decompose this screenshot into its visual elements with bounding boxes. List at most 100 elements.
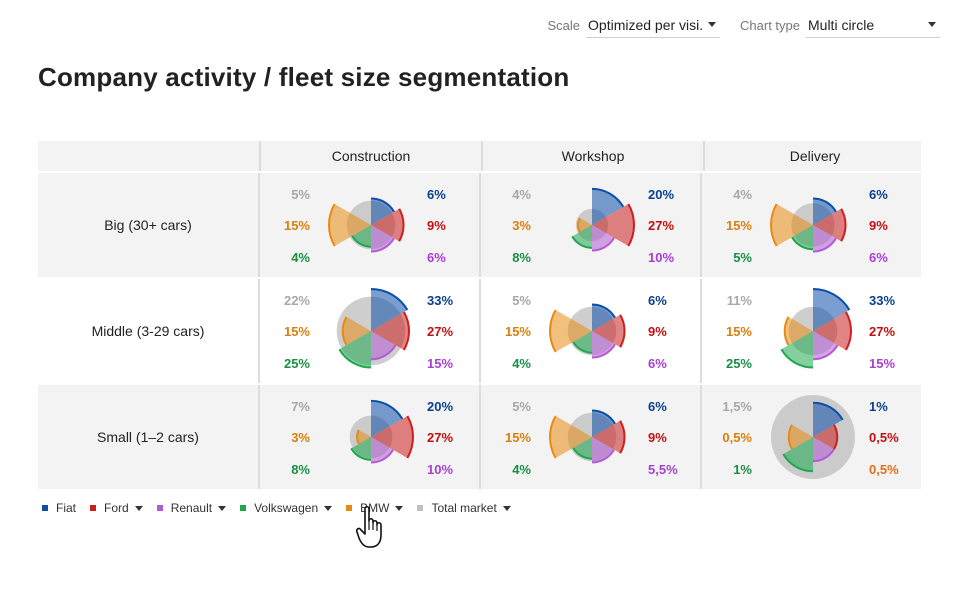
value-label-fiat: 33% — [869, 293, 896, 308]
fiat-sector-edge — [812, 401, 844, 421]
bmw-sector[interactable] — [329, 204, 371, 246]
chevron-down-icon[interactable] — [502, 505, 511, 511]
chart-cell: 11% 33% 15% 27% 25% 15% — [700, 279, 921, 383]
volkswagen-sector-edge — [338, 348, 372, 369]
value-label-total-market: 5% — [291, 187, 310, 202]
renault-sector-edge — [591, 449, 615, 464]
chart-type-control: Chart type Multi circle — [740, 12, 940, 38]
bmw-sector-edge — [328, 203, 336, 247]
bmw-sector-edge — [356, 429, 360, 445]
ford-sector[interactable] — [813, 424, 838, 450]
chevron-down-icon[interactable] — [324, 505, 333, 511]
legend-label: Fiat — [56, 501, 77, 515]
chevron-down-icon[interactable] — [134, 505, 143, 511]
ford-sector[interactable] — [813, 312, 851, 350]
ford-sector[interactable] — [592, 204, 634, 246]
fiat-sector-edge — [812, 197, 837, 213]
value-label-renault: 10% — [427, 462, 454, 477]
chart-cell: 4% 6% 15% 9% 5% 6% — [700, 173, 921, 277]
value-label-fiat: 6% — [427, 187, 446, 202]
bmw-sector-edge — [577, 217, 581, 233]
renault-sector-edge — [812, 237, 837, 253]
chart-cell: 7% 20% 3% 27% 8% 10% — [258, 385, 479, 489]
legend-item-volkswagen[interactable]: Volkswagen — [240, 501, 333, 515]
ford-sector-edge — [406, 415, 414, 459]
volkswagen-sector-edge — [572, 447, 593, 460]
volkswagen-sector-edge — [791, 236, 814, 251]
chevron-down-icon[interactable] — [395, 505, 404, 511]
bmw-sector[interactable] — [550, 310, 592, 352]
renault-sector-edge — [370, 237, 395, 253]
legend-item-ford[interactable]: Ford — [90, 501, 143, 515]
bmw-sector[interactable] — [357, 430, 371, 444]
chart-type-select[interactable]: Multi circle — [806, 12, 940, 38]
scale-select-value: Optimized per visi... — [588, 16, 703, 33]
renault-sector-edge — [591, 343, 616, 359]
renault-sector-edge — [370, 449, 395, 464]
value-label-renault: 0,5% — [869, 462, 899, 477]
hand-cursor-icon — [356, 505, 382, 548]
chevron-down-icon[interactable] — [218, 505, 227, 511]
value-label-renault: 15% — [869, 356, 896, 371]
value-label-renault: 10% — [648, 250, 675, 265]
bmw-sector-edge — [341, 316, 348, 346]
multi-circle-chart — [780, 288, 852, 369]
ford-sector[interactable] — [371, 208, 404, 242]
ford-sector[interactable] — [592, 314, 625, 348]
ford-sector[interactable] — [592, 420, 625, 454]
value-label-renault: 15% — [427, 356, 454, 371]
chevron-down-icon — [708, 22, 717, 27]
fiat-sector-edge — [591, 303, 616, 319]
value-label-bmw: 15% — [725, 218, 752, 233]
chart-controls: Scale Optimized per visi... Chart type M… — [527, 12, 940, 38]
ford-sector-edge — [840, 208, 847, 242]
multi-circle-chart — [549, 303, 626, 359]
segment-row: Middle (3-29 cars) 22% 33% 15% 27% 25% 15% 5%… — [38, 279, 921, 383]
value-label-fiat: 20% — [648, 187, 675, 202]
ford-sector[interactable] — [813, 208, 846, 242]
bmw-sector-edge — [783, 316, 790, 346]
bmw-sector[interactable] — [771, 204, 813, 246]
ford-sector[interactable] — [371, 312, 409, 350]
bmw-sector[interactable] — [550, 416, 592, 458]
legend-item-renault[interactable]: Renault — [156, 501, 227, 515]
value-label-total-market: 5% — [512, 293, 531, 308]
chart-cell: 4% 20% 3% 27% 8% 10% — [479, 173, 700, 277]
multi-circle-chart — [770, 197, 847, 253]
value-label-fiat: 20% — [427, 399, 454, 414]
chart-cell: 1,5% 1% 0,5% 0,5% 1% 0,5% — [700, 385, 921, 489]
ford-sector-edge — [619, 420, 626, 454]
legend-item-fiat[interactable]: Fiat — [42, 501, 76, 515]
ford-sector-edge — [845, 311, 852, 351]
legend-item-total-market[interactable]: Total market — [417, 501, 511, 515]
bmw-sector[interactable] — [788, 424, 813, 450]
renault-sector-edge — [812, 448, 835, 463]
segment-row: Small (1–2 cars) 7% 20% 3% 27% 8% 10% 5% 6% 15%… — [38, 385, 921, 489]
volkswagen-sector-edge — [572, 341, 593, 354]
value-label-volkswagen: 4% — [291, 250, 310, 265]
multi-circle-chart — [571, 187, 635, 252]
fiat-sector-edge — [591, 187, 625, 208]
page-title: Company activity / fleet size segmentati… — [38, 62, 570, 92]
value-label-bmw: 15% — [283, 324, 310, 339]
bmw-sector[interactable] — [578, 218, 592, 232]
ford-sector[interactable] — [371, 416, 413, 458]
value-label-fiat: 6% — [648, 293, 667, 308]
value-label-fiat: 1% — [869, 399, 888, 414]
value-label-ford: 9% — [869, 218, 888, 233]
bmw-sector[interactable] — [784, 316, 813, 346]
value-label-total-market: 22% — [283, 293, 310, 308]
chevron-down-icon — [928, 22, 936, 27]
value-label-volkswagen: 4% — [512, 356, 531, 371]
scale-select[interactable]: Optimized per visi... — [586, 12, 721, 38]
value-label-ford: 0,5% — [869, 430, 899, 445]
value-label-volkswagen: 4% — [512, 462, 531, 477]
legend-swatch — [90, 505, 97, 511]
bmw-sector[interactable] — [342, 316, 371, 346]
value-label-volkswagen: 8% — [291, 462, 310, 477]
multi-circle-chart — [771, 395, 855, 479]
legend-swatch — [417, 505, 424, 511]
column-header: Delivery — [703, 141, 925, 171]
chart-cell: 5% 6% 15% 9% 4% 6% — [479, 279, 700, 383]
bmw-sector-edge — [770, 203, 778, 247]
